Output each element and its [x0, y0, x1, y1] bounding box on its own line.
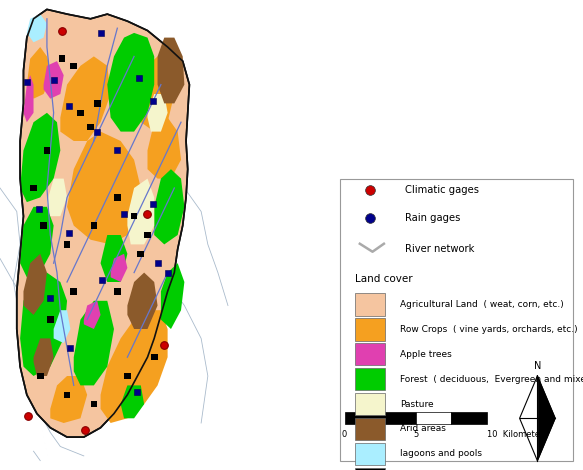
Text: lagoons and pools: lagoons and pools — [401, 449, 482, 458]
Bar — [87, 124, 94, 130]
Polygon shape — [141, 56, 174, 132]
Bar — [37, 373, 44, 379]
Polygon shape — [100, 235, 127, 282]
Bar — [451, 412, 487, 424]
Text: Rain gages: Rain gages — [406, 212, 461, 222]
Polygon shape — [23, 254, 47, 315]
Text: Apple trees: Apple trees — [401, 350, 452, 359]
Bar — [131, 213, 138, 219]
Text: Arid areas: Arid areas — [401, 424, 446, 433]
Bar — [354, 468, 385, 470]
Bar — [345, 412, 416, 424]
Text: Forest  ( deciduous,  Evergreen and mixed): Forest ( deciduous, Evergreen and mixed) — [401, 375, 583, 384]
Bar — [354, 443, 385, 465]
Polygon shape — [67, 132, 141, 244]
Bar — [59, 55, 65, 62]
Bar — [94, 100, 100, 107]
Polygon shape — [519, 376, 538, 418]
Text: Pasture: Pasture — [401, 400, 434, 408]
Polygon shape — [519, 418, 538, 461]
Text: Climatic gages: Climatic gages — [406, 185, 479, 196]
Bar — [354, 318, 385, 341]
Polygon shape — [538, 376, 555, 418]
Polygon shape — [73, 301, 114, 385]
Bar — [354, 368, 385, 391]
Bar — [44, 147, 50, 154]
Polygon shape — [84, 301, 100, 329]
Bar — [138, 251, 144, 257]
Text: 5: 5 — [413, 430, 418, 439]
Polygon shape — [154, 169, 184, 244]
Bar — [339, 179, 573, 461]
Polygon shape — [147, 118, 181, 179]
Polygon shape — [23, 75, 34, 122]
Bar — [71, 288, 77, 295]
Bar — [64, 392, 71, 398]
Bar — [354, 343, 385, 366]
Polygon shape — [20, 113, 60, 202]
Bar — [90, 222, 97, 229]
Text: Land cover: Land cover — [354, 274, 412, 284]
Polygon shape — [47, 179, 67, 216]
Bar — [114, 288, 121, 295]
Polygon shape — [100, 310, 168, 423]
Polygon shape — [20, 207, 54, 277]
Polygon shape — [147, 94, 168, 132]
Bar — [77, 110, 84, 116]
Polygon shape — [111, 254, 127, 282]
Polygon shape — [538, 418, 555, 461]
Bar — [151, 354, 157, 360]
Bar — [30, 185, 37, 191]
Bar — [64, 241, 71, 248]
Polygon shape — [157, 38, 184, 103]
Polygon shape — [60, 56, 111, 141]
Polygon shape — [127, 179, 154, 244]
Bar — [71, 63, 77, 69]
Bar — [354, 393, 385, 415]
Text: River network: River network — [406, 244, 475, 254]
Bar — [354, 293, 385, 316]
Bar — [354, 418, 385, 440]
Polygon shape — [107, 33, 154, 132]
Polygon shape — [20, 273, 67, 376]
Text: N: N — [533, 361, 541, 371]
Bar — [47, 316, 54, 323]
Bar — [40, 222, 47, 229]
Polygon shape — [17, 9, 189, 437]
Bar — [90, 401, 97, 407]
Polygon shape — [27, 14, 47, 42]
Polygon shape — [44, 61, 64, 99]
Polygon shape — [27, 47, 52, 99]
Polygon shape — [121, 385, 144, 418]
Bar — [124, 373, 131, 379]
Text: Row Crops  ( vine yards, orchards, etc.): Row Crops ( vine yards, orchards, etc.) — [401, 325, 578, 334]
Polygon shape — [50, 376, 87, 423]
Polygon shape — [54, 310, 71, 343]
Polygon shape — [127, 273, 157, 329]
Polygon shape — [34, 338, 54, 376]
Polygon shape — [161, 263, 184, 329]
Bar — [416, 412, 451, 424]
Text: Agricultural Land  ( weat, corn, etc.): Agricultural Land ( weat, corn, etc.) — [401, 300, 564, 309]
Bar — [144, 232, 151, 238]
Text: 10  Kilometers: 10 Kilometers — [487, 430, 547, 439]
Text: 0: 0 — [342, 430, 347, 439]
Bar — [114, 194, 121, 201]
